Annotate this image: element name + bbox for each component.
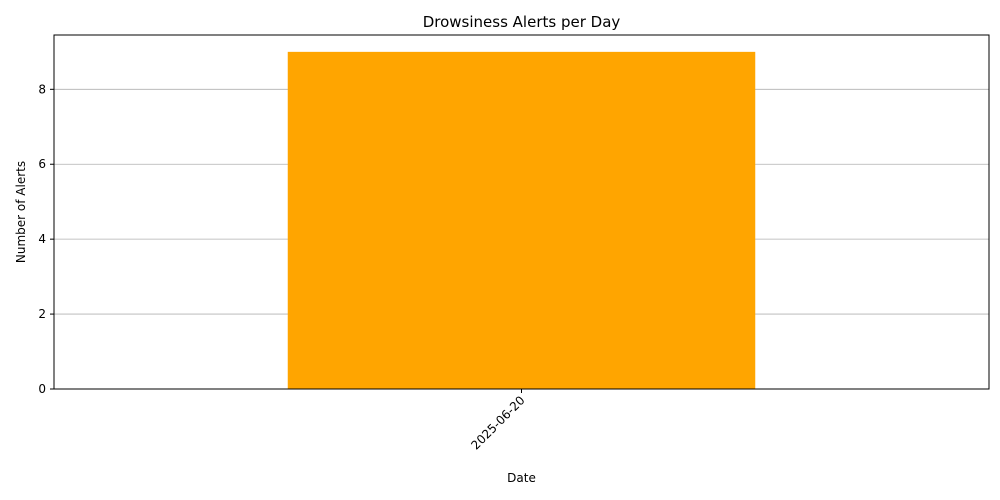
y-tick-label-0: 0 (38, 382, 46, 396)
bars (287, 51, 756, 389)
chart-title: Drowsiness Alerts per Day (423, 13, 621, 31)
y-tick-label-4: 4 (38, 232, 46, 246)
y-axis-ticks: 0 2 4 6 8 (38, 82, 54, 396)
y-axis-label: Number of Alerts (14, 161, 28, 263)
y-tick-label-2: 2 (38, 307, 46, 321)
bar-2025-06-20 (287, 51, 756, 389)
x-axis-label: Date (507, 471, 536, 485)
y-tick-label-8: 8 (38, 82, 46, 96)
y-tick-label-6: 6 (38, 157, 46, 171)
